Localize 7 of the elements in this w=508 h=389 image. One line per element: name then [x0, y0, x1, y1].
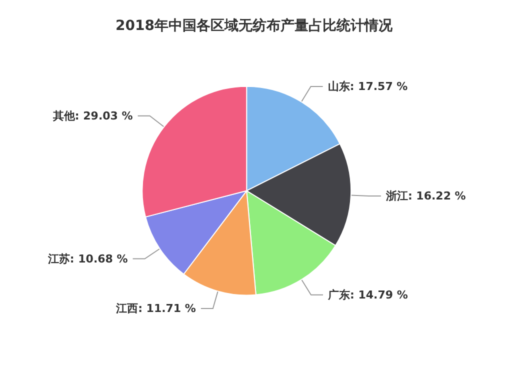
chart-title: 2018年中国各区域无纺布产量占比统计情况 [116, 17, 394, 34]
slice-label: 广东: 14.79 % [327, 288, 408, 302]
slice-label: 浙江: 16.22 % [384, 190, 466, 202]
slice-label: 江西: 11.71 % [115, 302, 196, 315]
slice-label: 江苏: 10.68 % [46, 252, 128, 266]
slice-label: 其他: 29.03 % [52, 109, 133, 122]
slice-label: 山东: 17.57 % [328, 80, 408, 94]
